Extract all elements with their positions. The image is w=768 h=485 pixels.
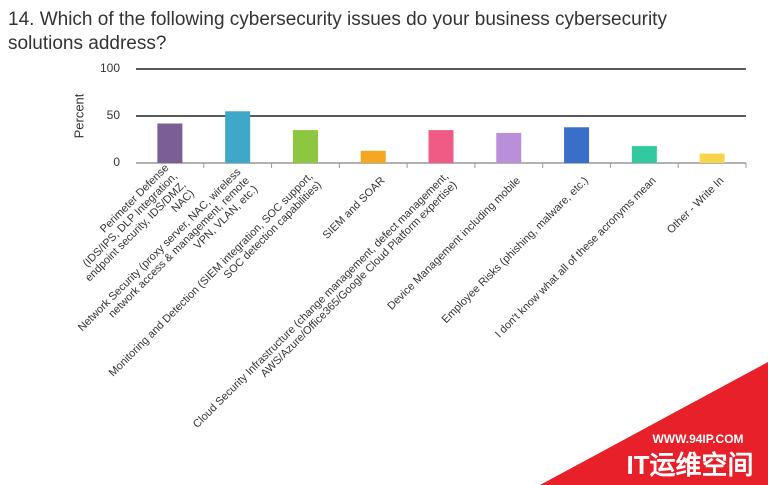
x-tick-label: Device Management including mobile <box>385 175 523 313</box>
y-tick-label: 0 <box>113 155 120 169</box>
x-tick-label: Employee Risks (phishing, malware, etc.) <box>440 175 591 326</box>
x-tick-label-line: Employee Risks (phishing, malware, etc.) <box>440 175 591 326</box>
watermark-banner <box>540 362 768 485</box>
bar <box>225 111 251 163</box>
watermark-url: WWW.94IP.COM <box>652 432 743 446</box>
watermark-text: IT运维空间 <box>626 450 753 480</box>
x-tick-label-line: Device Management including mobile <box>385 175 523 313</box>
bar <box>292 130 318 163</box>
y-tick-label: 100 <box>100 61 120 75</box>
bar <box>699 153 725 163</box>
x-tick-label: I don't know what all of these acronyms … <box>493 175 659 341</box>
chart-title: solutions address? <box>8 33 166 54</box>
bar <box>564 127 590 163</box>
x-tick-label-line: Other - Write In <box>665 175 727 237</box>
bar <box>631 146 657 163</box>
x-tick-label: SIEM and SOAR <box>321 175 388 242</box>
x-tick-label-line: SIEM and SOAR <box>321 175 388 242</box>
bar <box>496 132 522 163</box>
y-axis-label: Percent <box>71 93 86 138</box>
bar <box>360 150 386 163</box>
x-tick-label-line: I don't know what all of these acronyms … <box>493 175 659 341</box>
x-tick-label: Other - Write In <box>665 175 727 237</box>
y-tick-label: 50 <box>107 108 121 122</box>
bar <box>157 123 183 163</box>
bar <box>428 130 454 163</box>
chart-title: 14. Which of the following cybersecurity… <box>8 9 667 30</box>
